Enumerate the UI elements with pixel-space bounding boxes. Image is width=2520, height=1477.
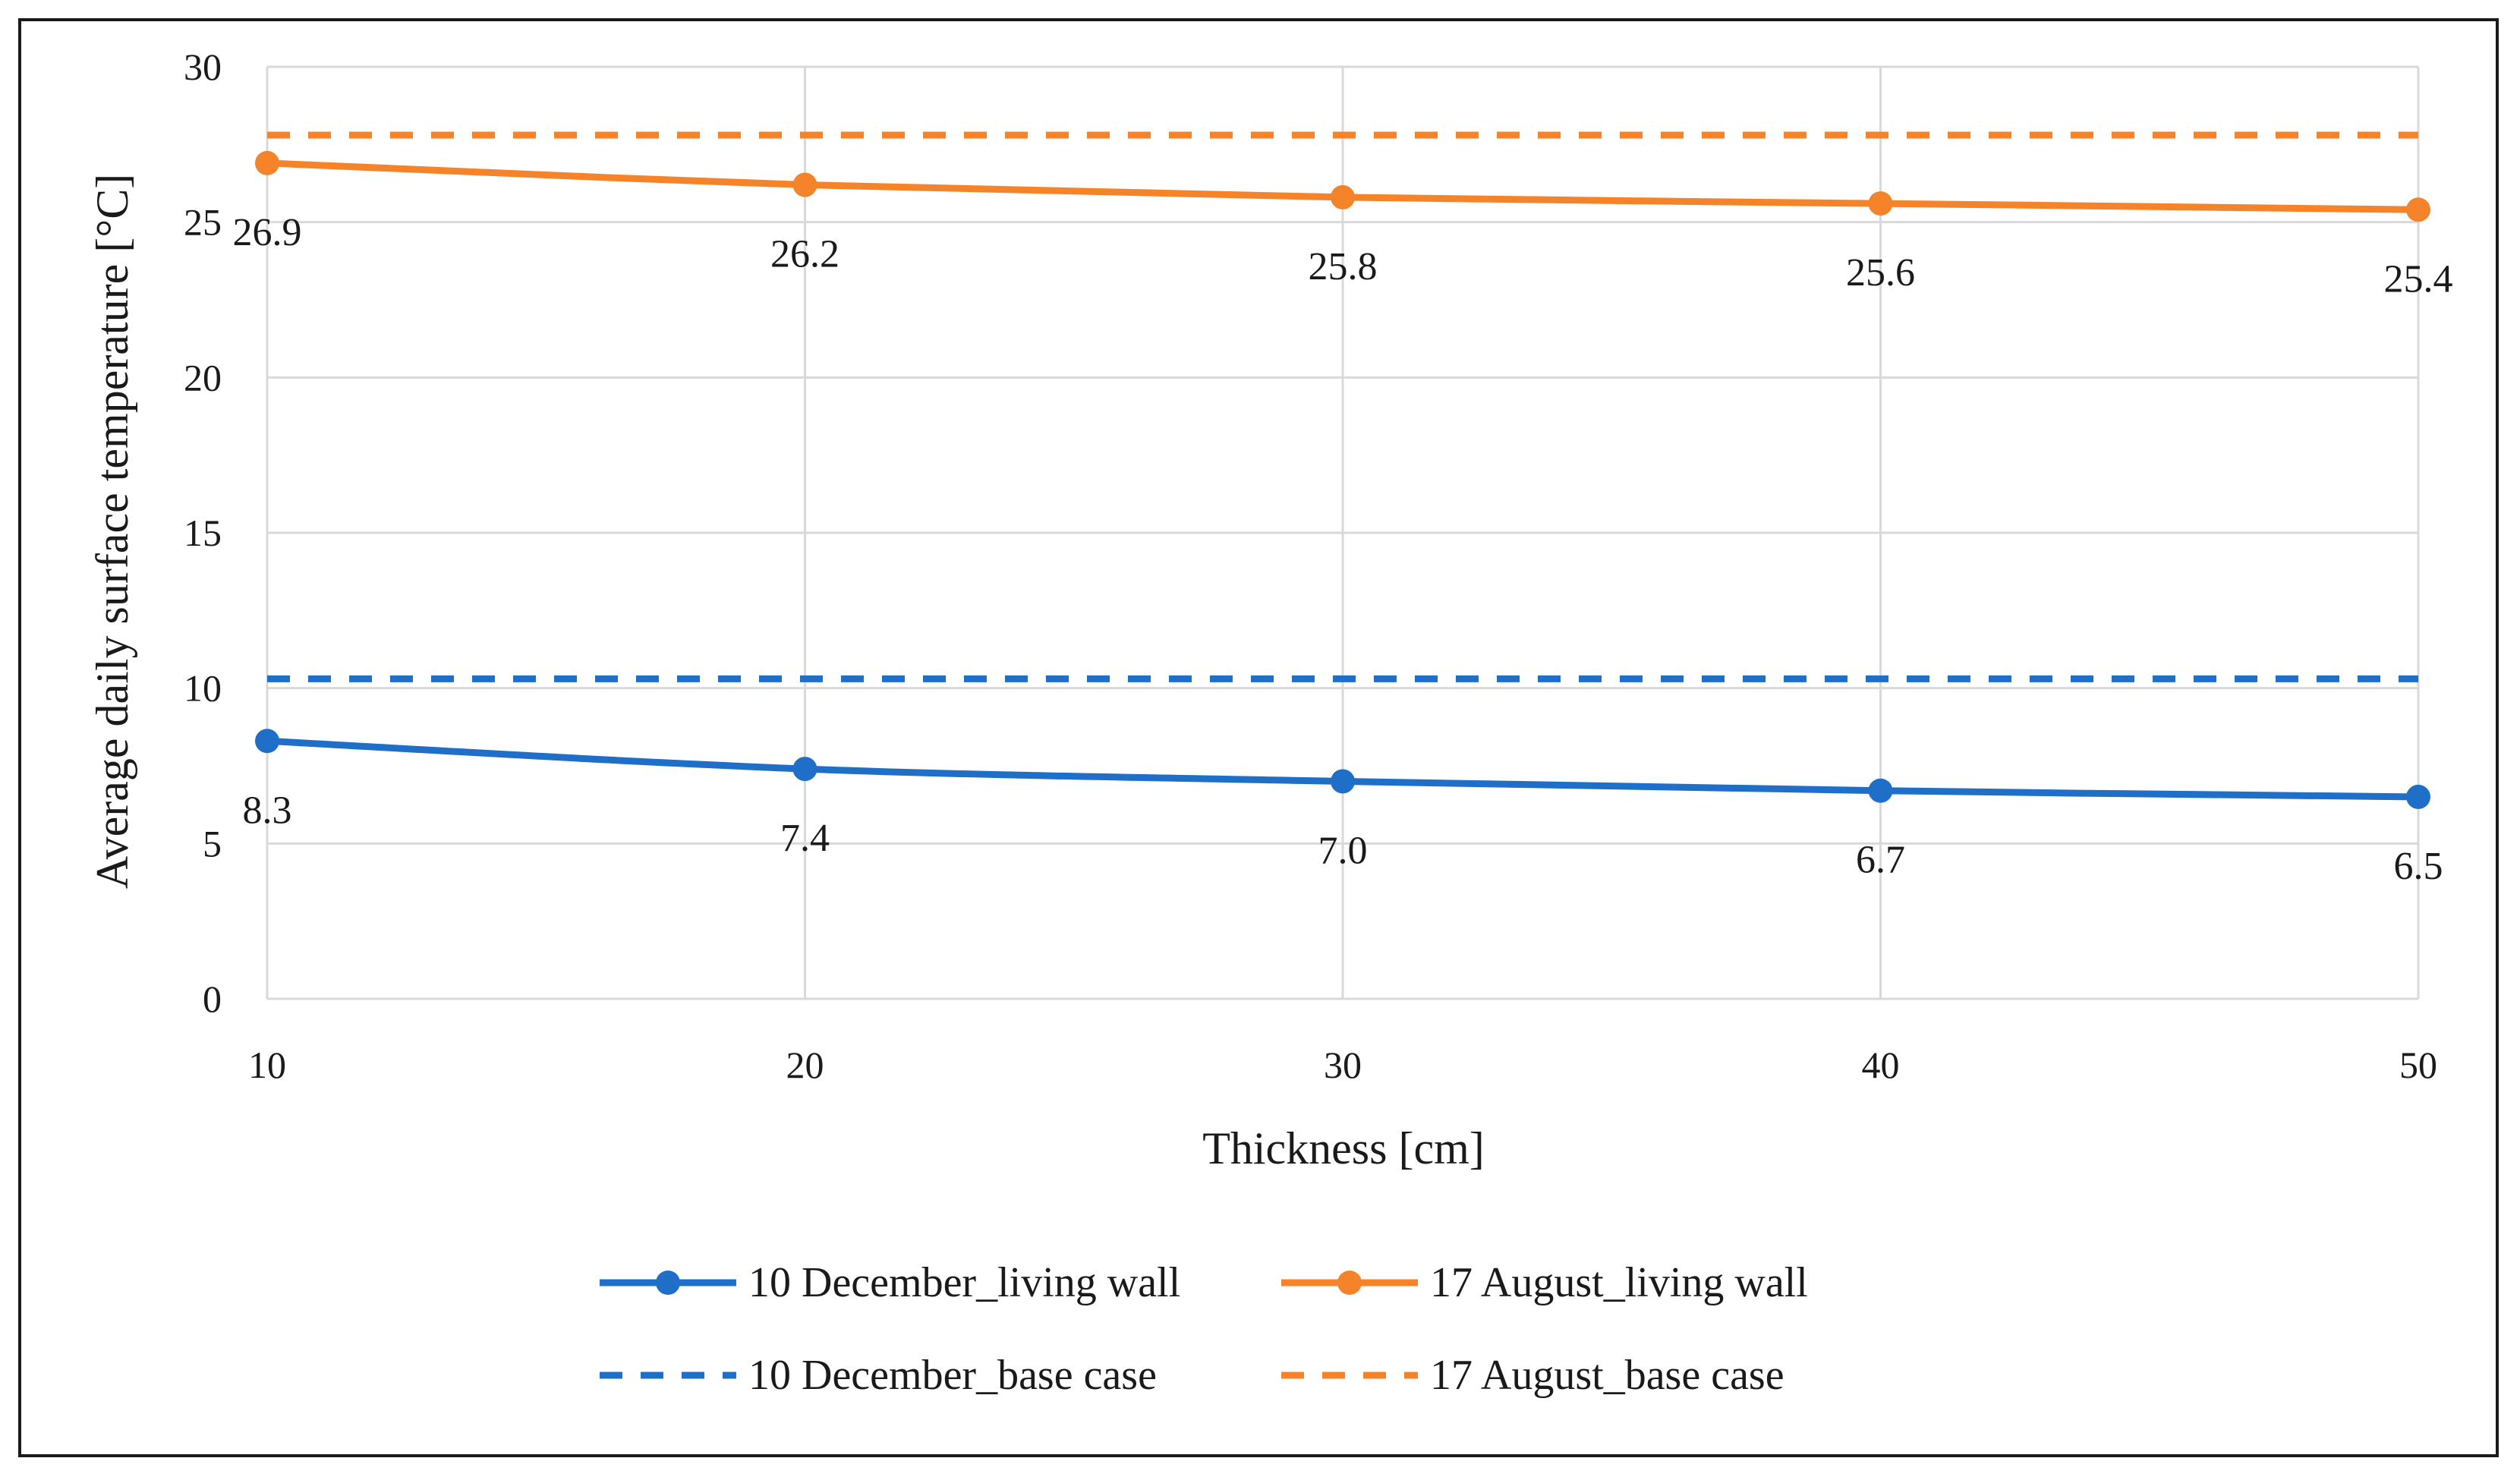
series-point-0 xyxy=(1868,778,1893,803)
series-point-1 xyxy=(1331,184,1355,209)
series-point-1 xyxy=(2406,197,2430,222)
y-tick-label: 10 xyxy=(184,667,222,710)
y-axis-title: Average daily surface temperature [°C] xyxy=(87,174,137,889)
series-point-1 xyxy=(792,172,817,197)
data-label: 26.9 xyxy=(233,211,302,254)
data-label: 7.4 xyxy=(780,817,830,860)
data-label: 6.5 xyxy=(2394,845,2443,888)
data-label: 8.3 xyxy=(243,789,292,832)
y-tick-label: 20 xyxy=(184,356,222,398)
series-point-0 xyxy=(792,757,817,782)
data-label: 25.6 xyxy=(1846,251,1915,294)
series-point-0 xyxy=(2406,784,2430,809)
x-tick-label: 10 xyxy=(248,1044,286,1086)
x-tick-label: 20 xyxy=(786,1044,824,1086)
data-label: 26.2 xyxy=(770,233,839,276)
x-tick-label: 40 xyxy=(1862,1044,1900,1086)
legend-label: 10 December_base case xyxy=(748,1352,1157,1399)
y-tick-label: 0 xyxy=(203,978,222,1020)
legend: 10 December_living wall 17 August_living … xyxy=(600,1259,1808,1399)
x-axis-ticks: 10 20 30 40 50 xyxy=(248,1044,2437,1086)
gridlines xyxy=(266,65,2420,1000)
data-label: 25.4 xyxy=(2384,257,2453,301)
legend-marker xyxy=(1337,1271,1362,1295)
y-tick-label: 30 xyxy=(184,46,222,88)
series-point-1 xyxy=(1868,191,1893,216)
series-layer xyxy=(255,131,2430,809)
legend-label: 10 December_living wall xyxy=(748,1259,1180,1306)
x-tick-label: 50 xyxy=(2399,1044,2437,1086)
data-label: 6.7 xyxy=(1856,839,1905,882)
y-tick-label: 25 xyxy=(184,201,222,244)
data-label: 7.0 xyxy=(1318,829,1368,872)
legend-marker xyxy=(656,1271,680,1295)
y-tick-label: 5 xyxy=(203,822,222,864)
series-point-0 xyxy=(255,729,279,754)
legend-label: 17 August_base case xyxy=(1430,1352,1784,1399)
series-point-0 xyxy=(1331,769,1355,794)
chart-frame xyxy=(18,18,2499,1457)
y-tick-label: 15 xyxy=(184,512,222,554)
data-labels: 8.3 7.4 7.0 6.7 6.5 26.9 26.2 25.8 25.6 25.4 xyxy=(233,211,2453,888)
y-axis-ticks: 0 5 10 15 20 25 30 xyxy=(184,46,222,1020)
data-label: 25.8 xyxy=(1309,245,1378,288)
x-axis-title: Thickness [cm] xyxy=(1202,1123,1485,1173)
series-point-1 xyxy=(255,150,279,175)
x-tick-label: 30 xyxy=(1324,1044,1362,1086)
legend-label: 17 August_living wall xyxy=(1430,1259,1808,1306)
